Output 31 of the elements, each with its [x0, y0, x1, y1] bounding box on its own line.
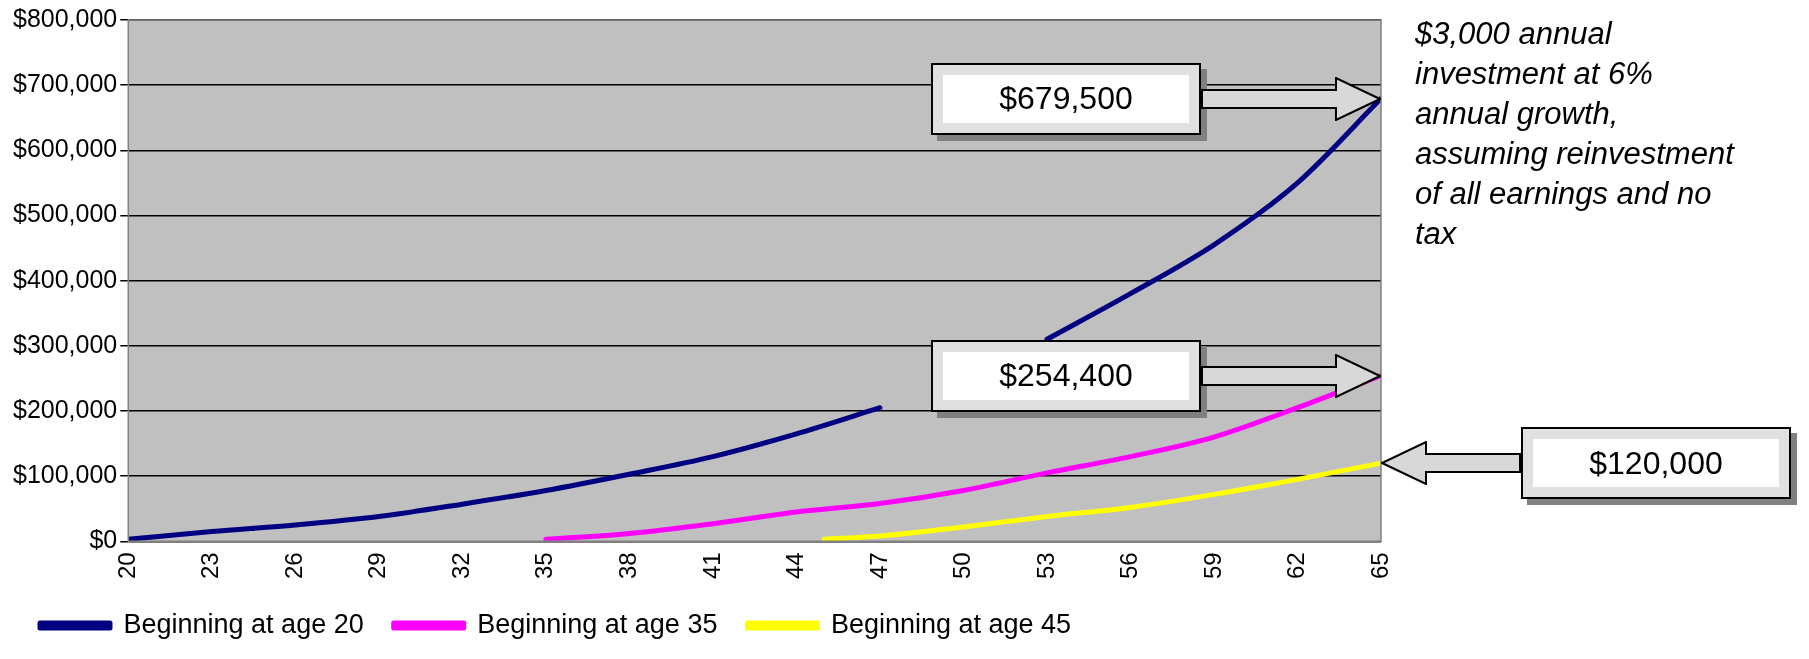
y-tick-label: $200,000 [12, 394, 118, 423]
x-tick-label: 47 [864, 552, 892, 580]
x-tick-label: 23 [196, 552, 224, 580]
x-tick-label: 62 [1282, 552, 1310, 580]
x-tick-label: 38 [613, 552, 641, 580]
x-tick-label: 35 [530, 552, 558, 580]
y-tick-label: $800,000 [12, 3, 118, 32]
x-tick-label: 44 [781, 552, 809, 580]
y-tick-label: $600,000 [12, 134, 118, 163]
text: $3,000 annual investment at 6% annual growth, assuming reinvestment of all earnings and no tax [1415, 15, 1735, 253]
x-tick-label: 26 [279, 552, 307, 580]
x-tick-label: 65 [1365, 552, 1393, 580]
y-tick-label: $300,000 [12, 329, 118, 358]
x-tick-label: 41 [697, 552, 725, 580]
x-tick-label: 59 [1198, 552, 1226, 580]
x-tick-label: 32 [446, 552, 474, 580]
y-tick-label: $100,000 [12, 460, 118, 489]
annotation: $254,400 [931, 339, 1201, 412]
y-tick-label: $0 [89, 525, 118, 554]
x-tick-label: 50 [948, 552, 976, 580]
annotation: $679,500 [931, 62, 1201, 135]
x-tick-label: 20 [112, 552, 140, 580]
legend-label: Beginning at age 35 [477, 608, 718, 639]
x-tick-label: 56 [1115, 552, 1143, 580]
y-tick-label: $700,000 [12, 69, 118, 98]
y-tick-label: $400,000 [12, 264, 118, 293]
y-tick-label: $500,000 [12, 199, 118, 228]
x-tick-label: 29 [363, 552, 391, 580]
legend-label: Beginning at age 20 [123, 608, 364, 639]
x-tick-label: 53 [1031, 552, 1059, 580]
legend-label: Beginning at age 45 [830, 608, 1072, 639]
